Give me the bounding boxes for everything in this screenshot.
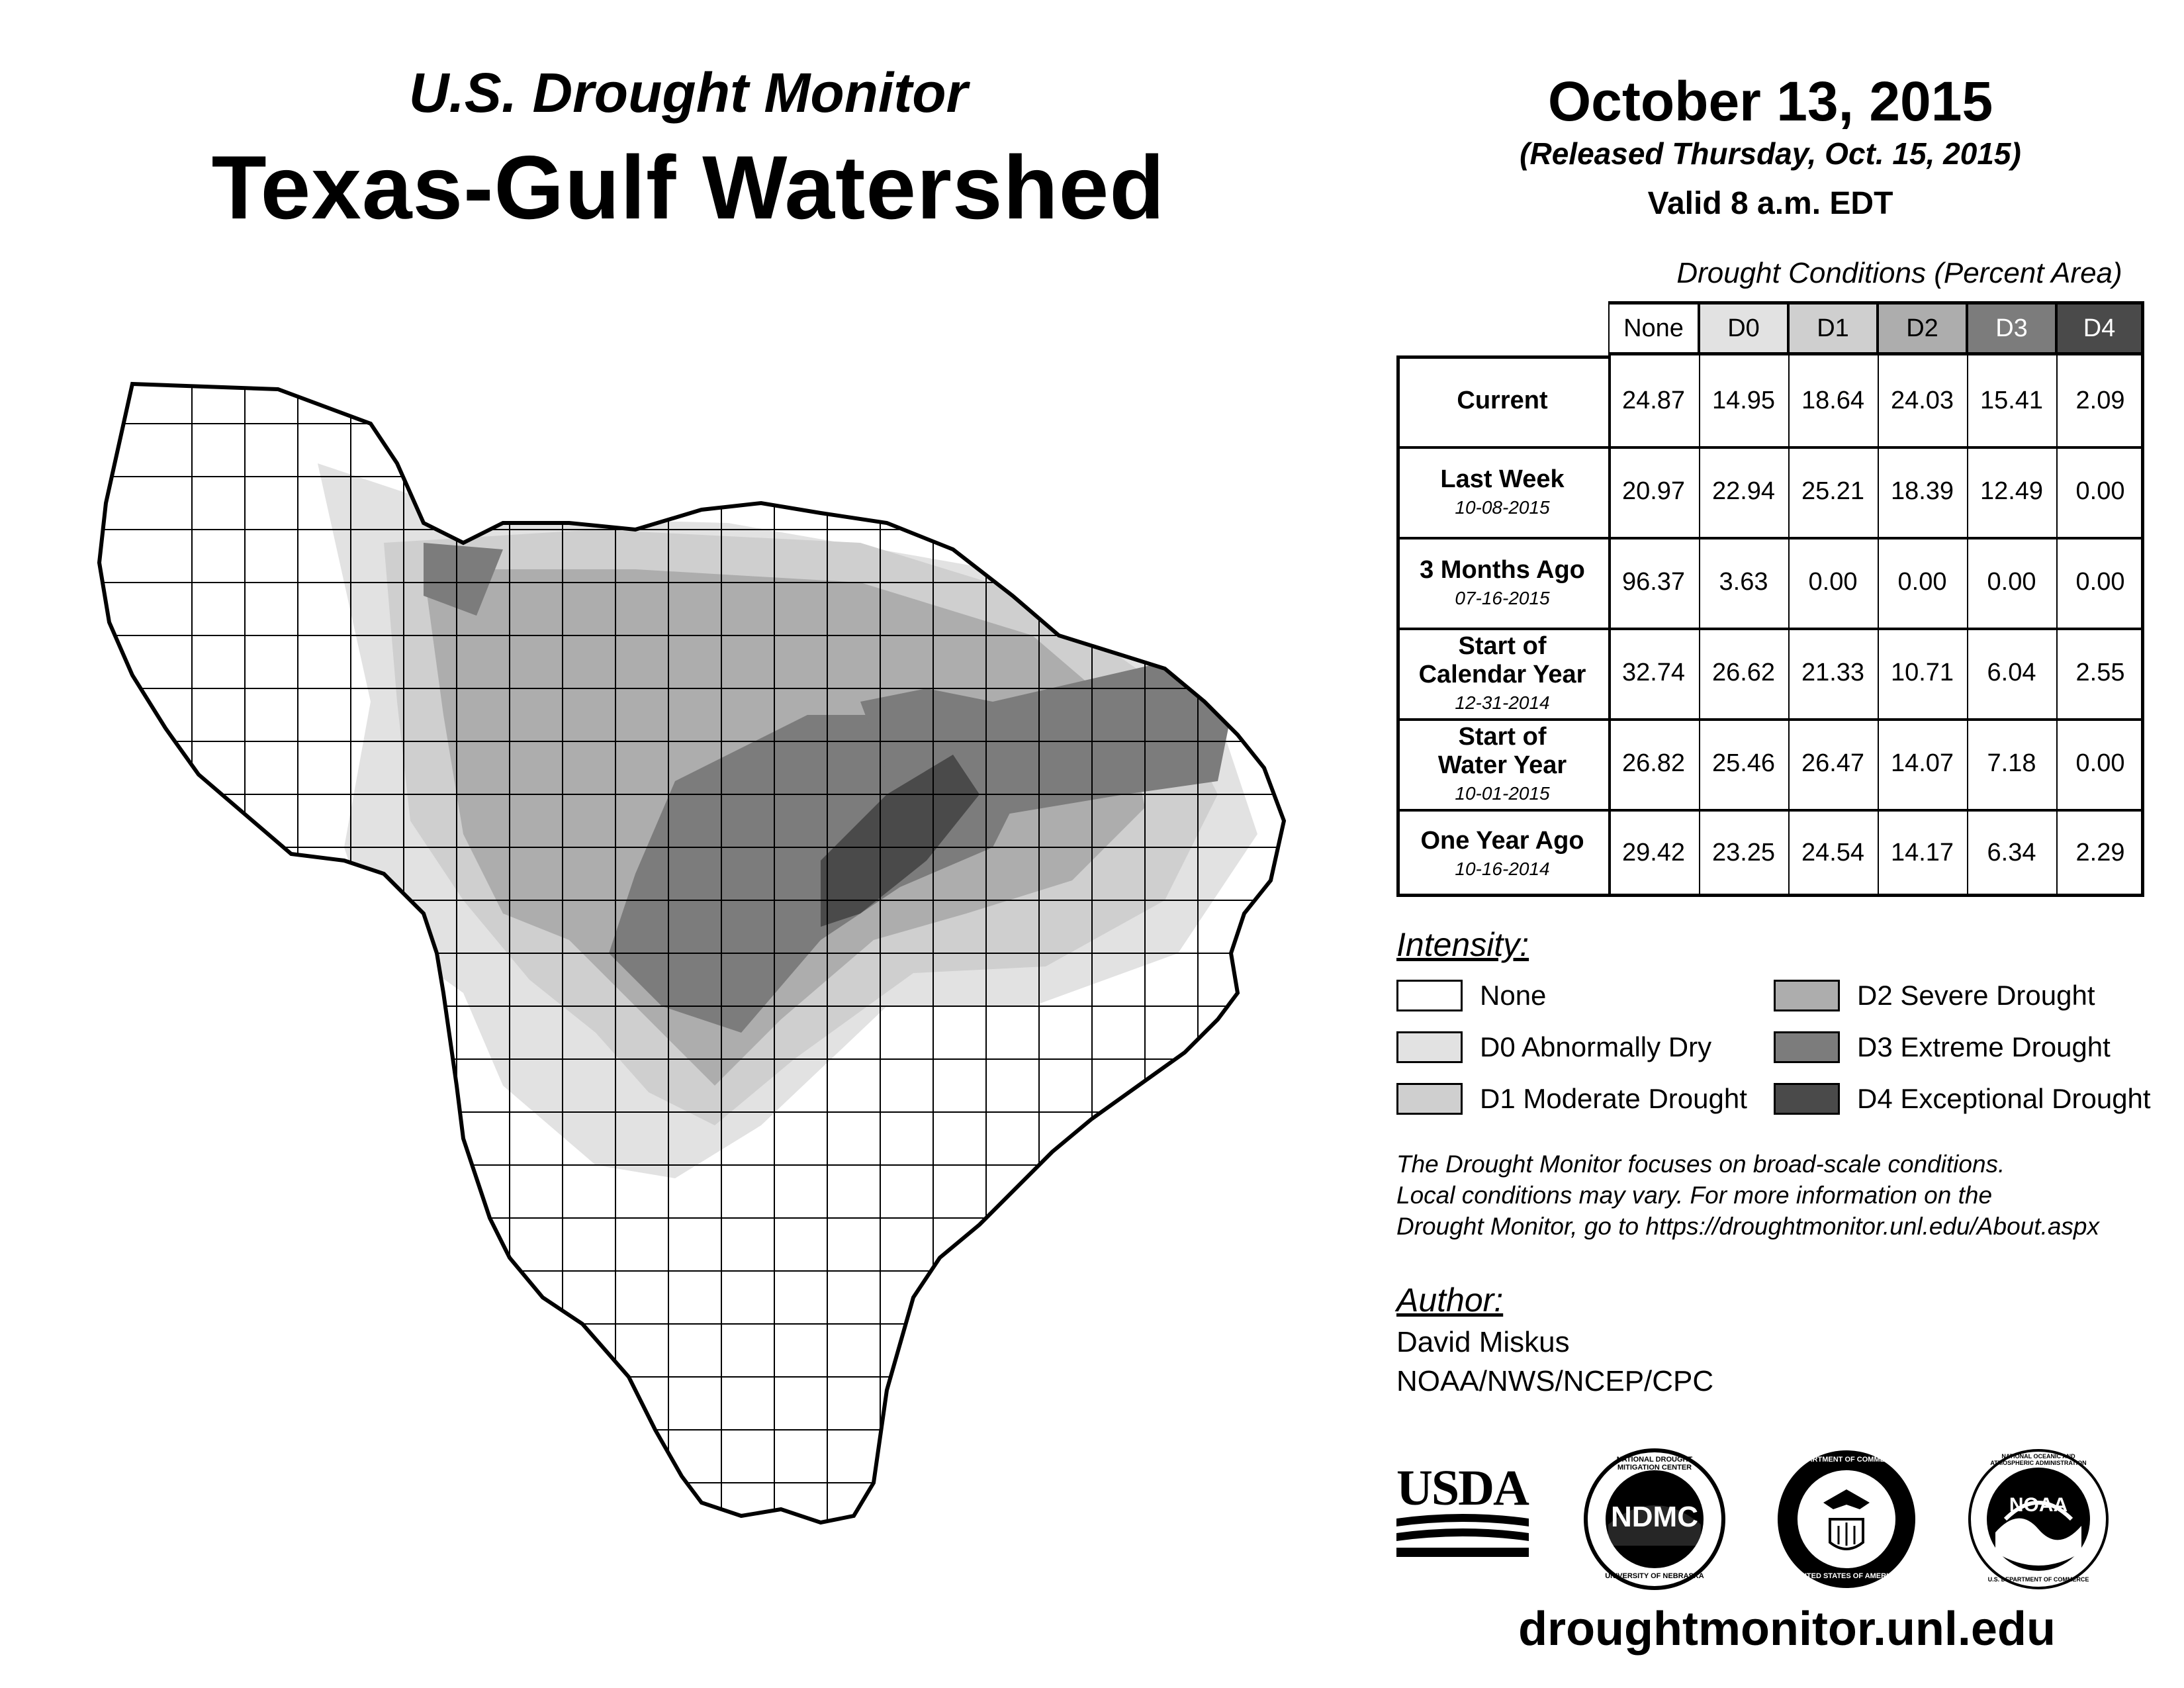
table-cell: 23.25 <box>1711 839 1776 867</box>
col-header-d3: D3 <box>1967 301 2056 355</box>
row-label-last-week: Last Week 10-08-2015 <box>1440 465 1565 518</box>
table-cell: 14.95 <box>1711 387 1776 414</box>
legend-label: D1 Moderate Drought <box>1480 1083 1747 1114</box>
note-line: Drought Monitor, go to https://droughtmo… <box>1396 1213 2099 1240</box>
legend-label: D4 Exceptional Drought <box>1857 1083 2151 1114</box>
legend-item-none: None <box>1396 980 1546 1011</box>
author-heading: Author: <box>1396 1282 1504 1319</box>
col-header-d2: D2 <box>1878 301 1967 355</box>
noaa-logo: NOAA NATIONAL OCEANIC AND ATMOSPHERIC AD… <box>1966 1446 2111 1592</box>
table-cell: 12.49 <box>1979 477 2044 505</box>
table-cell: 6.34 <box>1987 839 2036 867</box>
table-cell: 24.03 <box>1890 387 1954 414</box>
legend-item-d3: D3 Extreme Drought <box>1774 1031 2111 1063</box>
release-date: (Released Thursday, Oct. 15, 2015) <box>1520 136 2021 171</box>
table-cell: 25.46 <box>1711 749 1776 777</box>
table-cell: 32.74 <box>1621 659 1686 686</box>
row-label-one-year-ago: One Year Ago 10-16-2014 <box>1420 826 1584 880</box>
usda-logo: USDA <box>1396 1463 1529 1562</box>
table-caption: Drought Conditions (Percent Area) <box>1676 257 2122 289</box>
table-cell: 0.00 <box>2075 749 2125 777</box>
table-cell: 22.94 <box>1711 477 1776 505</box>
table-cell: 21.33 <box>1801 659 1865 686</box>
table-cell: 18.39 <box>1890 477 1954 505</box>
noaa-wordmark: NOAA <box>2009 1494 2068 1516</box>
table-cell: 15.41 <box>1979 387 2044 414</box>
table-cell: 14.17 <box>1890 839 1954 867</box>
drought-table: None D0 D1 D2 D3 D4 Current 24.87 14.95 … <box>1396 301 2144 897</box>
usda-field-icon <box>1396 1514 1529 1557</box>
legend-label: D3 Extreme Drought <box>1857 1031 2111 1062</box>
commerce-seal: DEPARTMENT OF COMMERCE UNITED STATES OF … <box>1774 1446 1919 1592</box>
table-cell: 14.07 <box>1890 749 1954 777</box>
ndmc-logo: NDMC NATIONAL DROUGHT MITIGATION CENTER … <box>1582 1446 1727 1592</box>
legend-label: D2 Severe Drought <box>1857 980 2095 1011</box>
map-date: October 13, 2015 <box>1547 70 1993 132</box>
note-line: Local conditions may vary. For more info… <box>1396 1182 1993 1209</box>
table-cell: 0.00 <box>2075 568 2125 596</box>
legend-swatch <box>1774 1083 1840 1115</box>
note-line: The Drought Monitor focuses on broad-sca… <box>1396 1150 2005 1178</box>
row-label-start-of-water-year: Start of Water Year 10-01-2015 <box>1437 723 1567 804</box>
drought-map <box>97 381 1287 1525</box>
table-cell: 26.82 <box>1621 749 1686 777</box>
table-cell: 7.18 <box>1987 749 2036 777</box>
doc-ring-top: DEPARTMENT OF COMMERCE <box>1792 1456 1901 1464</box>
table-cell: 10.71 <box>1890 659 1954 686</box>
legend-swatch <box>1396 980 1463 1011</box>
doc-ring-bottom: UNITED STATES OF AMERICA <box>1794 1572 1899 1580</box>
usda-wordmark: USDA <box>1396 1460 1529 1516</box>
table-cell: 25.21 <box>1801 477 1865 505</box>
legend-label: None <box>1480 980 1547 1011</box>
table-cell: 96.37 <box>1621 568 1686 596</box>
author-name: David Miskus <box>1396 1326 1570 1358</box>
table-cell: 29.42 <box>1621 839 1686 867</box>
legend-swatch <box>1774 980 1840 1011</box>
legend-swatch <box>1396 1083 1463 1115</box>
legend-title: Intensity: <box>1396 926 1529 963</box>
ndmc-wordmark: NDMC <box>1611 1501 1698 1533</box>
ndmc-ring-top: NATIONAL DROUGHT MITIGATION CENTER <box>1616 1456 1693 1472</box>
disclaimer-note: The Drought Monitor focuses on broad-sca… <box>1396 1149 2177 1242</box>
legend-item-d4: D4 Exceptional Drought <box>1774 1083 2151 1115</box>
table-cell: 0.00 <box>1987 568 2036 596</box>
table-cell: 3.63 <box>1719 568 1768 596</box>
legend-item-d0: D0 Abnormally Dry <box>1396 1031 1711 1063</box>
row-label-current: Current <box>1457 387 1548 415</box>
table-cell: 2.29 <box>2075 839 2125 867</box>
map-subtitle: U.S. Drought Monitor <box>408 62 968 124</box>
legend-item-d2: D2 Severe Drought <box>1774 980 2095 1011</box>
legend-swatch <box>1396 1031 1463 1063</box>
col-header-d0: D0 <box>1699 301 1788 355</box>
row-label-3-months-ago: 3 Months Ago 07-16-2015 <box>1420 555 1585 609</box>
table-cell: 24.87 <box>1621 387 1686 414</box>
legend-swatch <box>1774 1031 1840 1063</box>
row-label-start-of-calendar-year: Start of Calendar Year 12-31-2014 <box>1418 632 1586 714</box>
noaa-ring-top: NATIONAL OCEANIC AND ATMOSPHERIC ADMINIS… <box>1990 1453 2087 1466</box>
watershed-boundary <box>97 381 1287 1525</box>
table-cell: 26.47 <box>1801 749 1865 777</box>
table-cell: 18.64 <box>1801 387 1865 414</box>
author-org: NOAA/NWS/NCEP/CPC <box>1396 1365 1714 1397</box>
table-cell: 0.00 <box>1897 568 1947 596</box>
table-cell: 6.04 <box>1987 659 2036 686</box>
table-cell: 2.09 <box>2075 387 2125 414</box>
table-cell: 0.00 <box>2075 477 2125 505</box>
table-cell: 0.00 <box>1808 568 1858 596</box>
map-title: Texas-Gulf Watershed <box>211 137 1165 238</box>
ndmc-ring-bottom: UNIVERSITY OF NEBRASKA <box>1605 1572 1704 1580</box>
footer-url[interactable]: droughtmonitor.unl.edu <box>1518 1603 2056 1656</box>
col-header-d4: D4 <box>2056 301 2144 355</box>
table-cell: 2.55 <box>2075 659 2125 686</box>
table-cell: 20.97 <box>1621 477 1686 505</box>
valid-time: Valid 8 a.m. EDT <box>1647 186 1893 221</box>
col-header-none: None <box>1608 301 1699 355</box>
legend-item-d1: D1 Moderate Drought <box>1396 1083 1747 1115</box>
noaa-ring-bottom: U.S. DEPARTMENT OF COMMERCE <box>1987 1576 2089 1583</box>
table-cell: 26.62 <box>1711 659 1776 686</box>
legend-label: D0 Abnormally Dry <box>1480 1031 1712 1062</box>
col-header-d1: D1 <box>1788 301 1878 355</box>
table-cell: 24.54 <box>1801 839 1865 867</box>
